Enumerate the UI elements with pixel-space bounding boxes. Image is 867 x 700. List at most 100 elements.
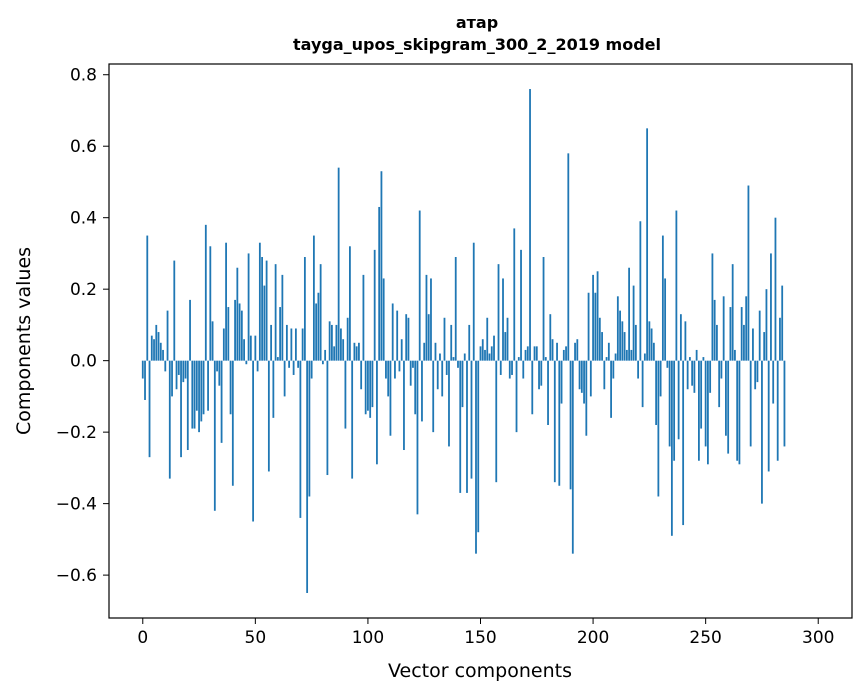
bar-176 [538,360,540,390]
bar-49 [252,360,254,522]
bar-228 [655,360,658,425]
bar-76 [312,235,315,361]
bar-226 [650,328,653,361]
bar-128 [430,278,432,361]
bar-86 [335,324,338,361]
bar-236 [673,360,676,461]
bar-30 [209,246,212,361]
bar-283 [779,317,781,361]
bar-194 [578,360,581,390]
x-axis-ticks: 0 50 100 150 200 250 300 [137,618,834,648]
bar-93 [351,360,354,479]
bar-12 [168,360,171,479]
bar-203 [598,317,601,361]
bar-273 [756,360,759,383]
bar-195 [580,360,583,393]
bar-80 [321,360,324,365]
bar-115 [400,339,403,361]
bar-191 [571,360,574,554]
bar-138 [452,357,455,361]
bar-90 [344,360,347,429]
bar-13 [171,360,173,397]
bar-139 [454,257,457,361]
bar-14 [173,260,176,361]
bar-24 [195,360,198,411]
bar-43 [238,303,241,361]
bar-284 [781,285,784,361]
x-tick-label: 0 [137,628,148,648]
bar-159 [499,360,502,375]
bar-41 [234,299,236,361]
bar-151 [481,339,484,361]
bar-189 [567,153,570,361]
bar-26 [200,360,203,422]
bar-19 [184,360,187,379]
bar-174 [533,346,536,361]
bar-155 [490,346,493,361]
y-axis-ticks: −0.6 −0.4 −0.2 0.0 0.2 0.4 0.6 0.8 [56,66,109,586]
bar-140 [457,360,459,368]
bar-9 [162,349,164,361]
bar-116 [403,360,405,451]
bar-198 [587,292,590,361]
x-tick-label: 50 [245,628,267,648]
bar-85 [333,346,336,361]
bar-277 [765,289,768,361]
bar-106 [380,171,383,361]
bar-67 [292,360,295,375]
bar-247 [698,360,700,461]
bar-32 [213,360,216,511]
bar-60 [276,357,279,361]
bar-59 [274,264,277,361]
chart-title: атар [456,13,498,32]
bar-87 [337,167,340,361]
bar-11 [166,310,169,361]
bar-271 [752,328,754,361]
bar-266 [740,307,743,361]
bar-84 [331,324,333,361]
bar-123 [418,210,421,361]
x-tick-label: 100 [352,628,384,648]
bar-72 [303,257,306,361]
bar-133 [441,360,444,397]
bar-47 [247,253,250,361]
bar-109 [387,360,390,397]
bar-117 [405,314,408,361]
bar-169 [522,360,525,379]
bar-209 [612,360,615,379]
plot-frame [108,63,853,619]
bar-235 [670,360,673,536]
bar-101 [369,360,372,418]
bar-222 [641,360,644,408]
bar-201 [594,292,597,361]
bar-227 [652,342,655,361]
bar-63 [283,360,286,397]
bar-240 [682,360,685,526]
bar-132 [439,353,441,361]
bar-243 [688,357,691,361]
bar-114 [398,360,401,372]
bar-196 [583,360,585,404]
bar-36 [222,328,225,361]
bar-265 [738,360,741,465]
bar-180 [547,360,549,425]
bar-73 [306,360,309,593]
bar-167 [517,357,520,361]
bar-186 [560,360,563,404]
bar-74 [308,360,311,497]
bar-1 [144,360,146,400]
bar-213 [621,321,624,361]
bar-242 [686,360,689,390]
bar-264 [736,360,739,461]
bar-188 [565,346,567,361]
bar-218 [632,285,635,361]
bar-197 [585,360,588,436]
bar-217 [630,349,633,361]
bar-120 [412,360,414,368]
bar-75 [310,360,313,379]
bar-68 [294,328,297,361]
bar-206 [605,357,608,361]
bar-215 [625,349,628,361]
